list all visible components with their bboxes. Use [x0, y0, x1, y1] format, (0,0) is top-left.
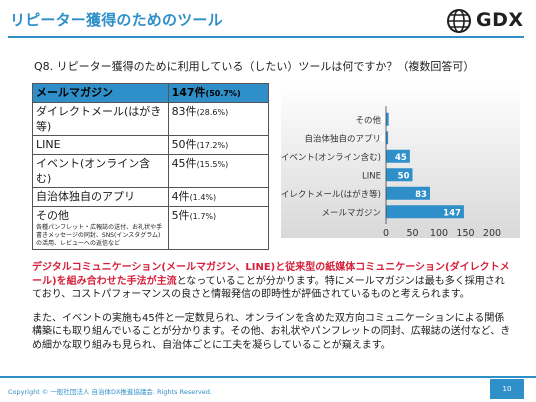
body-text: デジタルコミュニケーション(メールマガジン、LINE)と従来型の紙媒体コミュニケ… — [32, 261, 512, 362]
gdx-logo: GDX — [446, 8, 530, 34]
row-label: ダイレクトメール(はがき等) — [36, 105, 162, 133]
row-value-cell: 4件(1.4%) — [167, 187, 270, 207]
bar-value-label: 4 — [379, 134, 385, 144]
row-label-cell: LINE — [32, 135, 169, 155]
bar — [386, 131, 389, 145]
bar-value-label: 45 — [395, 153, 407, 163]
row-label-cell: ダイレクトメール(はがき等) — [32, 102, 169, 136]
globe-icon — [447, 9, 471, 33]
x-tick-label: 200 — [483, 228, 501, 238]
category-label: その他 — [355, 115, 381, 126]
highlight-text: デジタルコミュニケーション(メールマガジン、LINE)と従来型の紙媒体コミュニケ… — [32, 262, 510, 287]
row-value-cell: 50件(17.2%) — [167, 135, 270, 155]
row-count: 83件 — [171, 105, 197, 118]
row-percent: (50.7%) — [205, 89, 241, 98]
row-label: 自治体独自のアプリ — [36, 190, 135, 203]
row-count: 5件 — [171, 209, 190, 222]
answer-table: メールマガジン 147件(50.7%) ダイレクトメール(はがき等) 83件(28.6… — [32, 83, 270, 250]
row-value-cell: 45件(15.5%) — [167, 154, 270, 188]
row-count: 50件 — [171, 138, 197, 151]
x-tick-label: 50 — [406, 228, 418, 238]
bar-value-label: 5 — [380, 116, 386, 126]
title-rule — [8, 36, 524, 38]
table-row: ダイレクトメール(はがき等) 83件(28.6%) — [32, 102, 270, 136]
table-row: その他各種パンフレット・広報誌の送付、お礼状や手書きメッセージの同封、SNS(イ… — [32, 206, 270, 250]
row-percent: (17.2%) — [196, 141, 229, 150]
x-tick-label: 150 — [456, 228, 474, 238]
bar — [386, 112, 389, 126]
bar — [386, 186, 430, 200]
bar — [386, 168, 413, 182]
slide-title: リピーター獲得のためのツール — [10, 11, 223, 29]
row-label: メールマガジン — [36, 86, 113, 99]
row-label: イベント(オンライン含む) — [36, 157, 151, 185]
category-label: ダイレクトメール(はがき等) — [281, 189, 381, 200]
category-label: メールマガジン — [321, 207, 381, 218]
row-percent: (15.5%) — [196, 160, 229, 169]
table-row: 自治体独自のアプリ 4件(1.4%) — [32, 187, 270, 207]
footer-rule — [0, 376, 536, 378]
row-count: 45件 — [171, 157, 197, 170]
category-label: 自治体独自のアプリ — [304, 133, 381, 144]
table-row: イベント(オンライン含む) 45件(15.5%) — [32, 154, 270, 188]
category-label: イベント(オンライン含む) — [281, 152, 381, 163]
table-row: メールマガジン 147件(50.7%) — [32, 83, 270, 103]
paragraph-2: また、イベントの実施も45件と一定数見られ、オンラインを含めた双方向コミュニケー… — [32, 312, 511, 351]
row-label-cell: イベント(オンライン含む) — [32, 154, 169, 188]
bar-value-label: 83 — [415, 190, 427, 200]
x-tick-label: 0 — [383, 228, 389, 238]
bar-value-label: 50 — [398, 171, 410, 181]
logo-text: GDX — [476, 9, 524, 31]
bar — [386, 149, 410, 163]
category-label: LINE — [362, 171, 381, 181]
bar — [386, 205, 464, 219]
row-value-cell: 147件(50.7%) — [167, 83, 270, 103]
question-text: Q8. リピーター獲得のために利用している（したい）ツールは何ですか？（複数回答… — [34, 60, 475, 73]
table-row: LINE 50件(17.2%) — [32, 135, 270, 155]
row-label-cell: その他各種パンフレット・広報誌の送付、お礼状や手書きメッセージの同封、SNS(イ… — [32, 206, 169, 250]
paragraph-1-rest: となっていることが分かります。特にメールマガジンは最も多く採用されており、コスト… — [32, 275, 505, 301]
row-value-cell: 83件(28.6%) — [167, 102, 270, 136]
row-count: 4件 — [171, 190, 190, 203]
paragraph-1: デジタルコミュニケーション(メールマガジン、LINE)と従来型の紙媒体コミュニケ… — [32, 261, 512, 302]
x-tick-label: 100 — [430, 228, 448, 238]
row-label-cell: 自治体独自のアプリ — [32, 187, 169, 207]
row-count: 147件 — [171, 86, 206, 99]
row-percent: (28.6%) — [196, 108, 229, 117]
row-value-cell: 5件(1.7%) — [167, 206, 270, 250]
row-label: LINE — [36, 138, 61, 151]
bar-value-label: 147 — [443, 208, 461, 218]
page-number: 10 — [490, 379, 524, 399]
row-percent: (1.7%) — [189, 212, 217, 221]
footer-copyright: Copyright © 一般社団法人 自治体DX推進協議会. Rights Re… — [8, 388, 212, 396]
row-note: 各種パンフレット・広報誌の送付、お礼状や手書きメッセージの同封、SNS(インスタ… — [36, 224, 163, 247]
bar-chart: その他 5 自治体独自のアプリ 4 イベント(オンライン含む) 45 LINE 50 ダイレクト… — [281, 83, 520, 238]
row-label: その他 — [36, 209, 69, 222]
row-label-cell: メールマガジン — [32, 83, 169, 103]
row-percent: (1.4%) — [189, 193, 217, 202]
